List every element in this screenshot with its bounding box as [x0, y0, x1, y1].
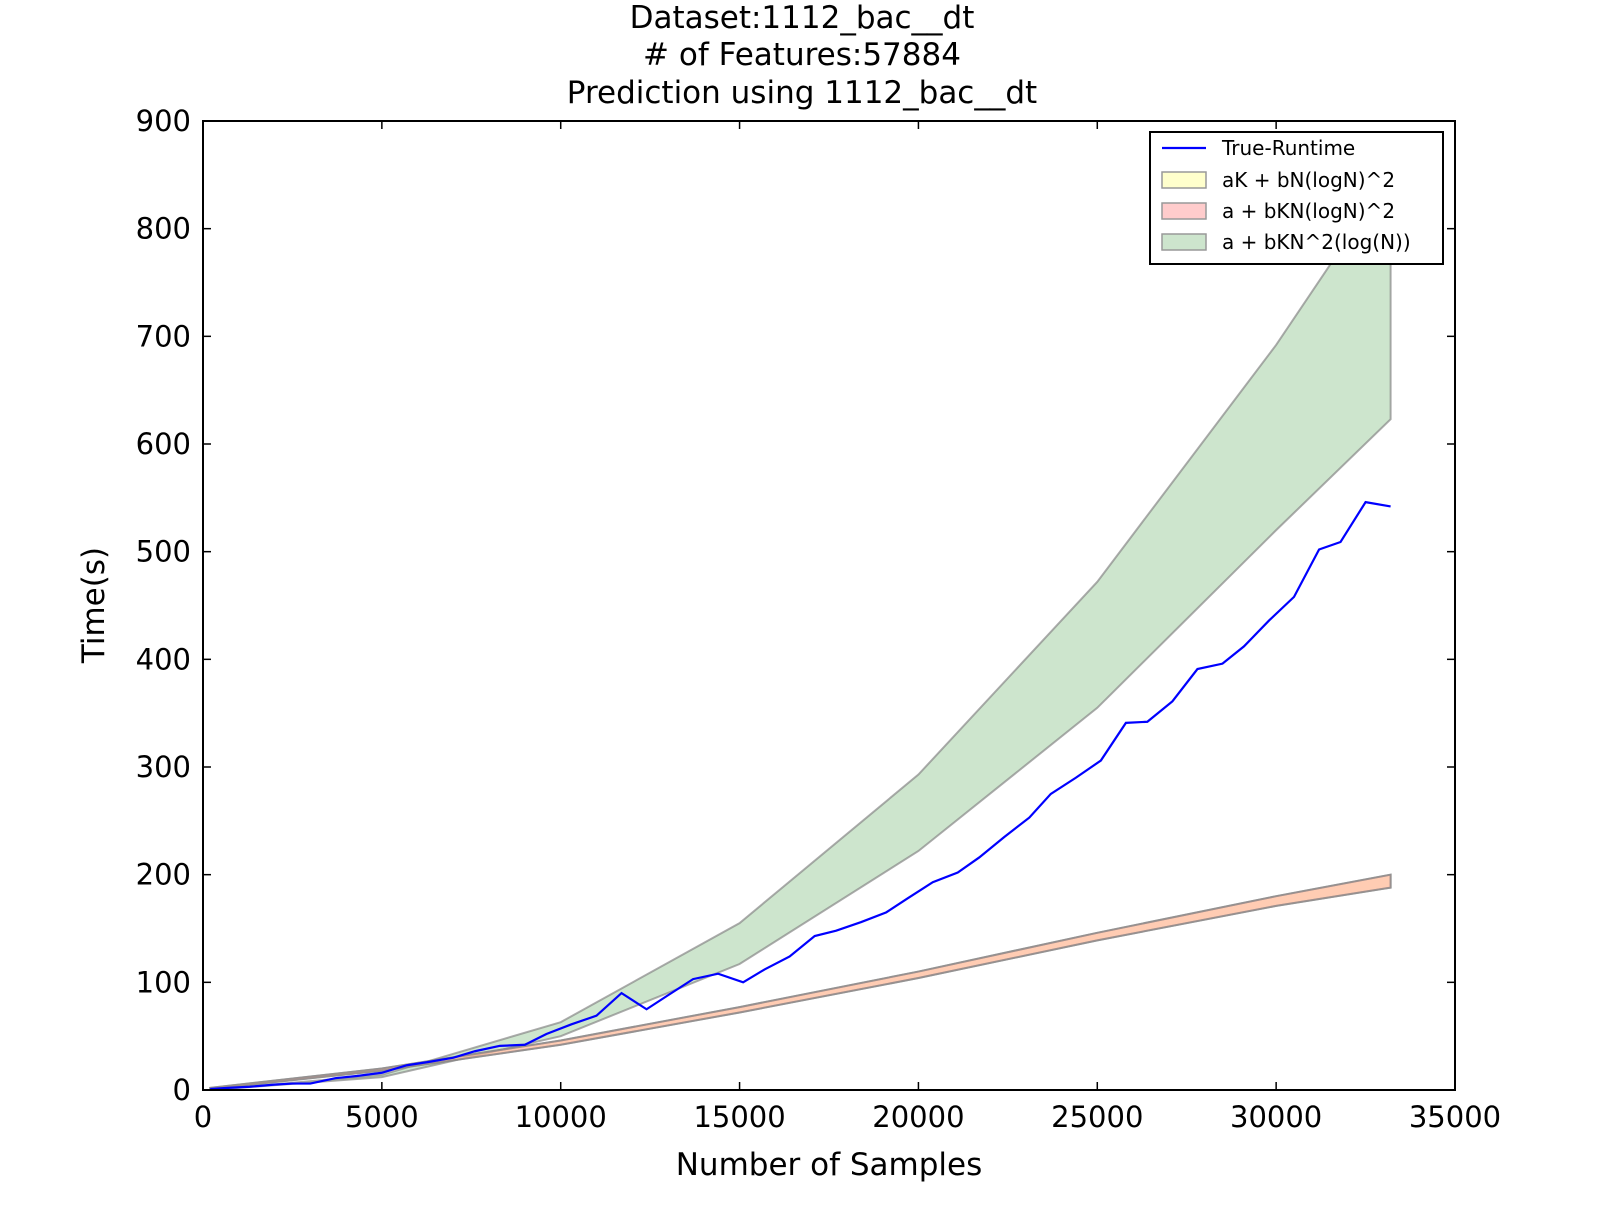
x-axis-ticks: 0 5000 10000 15000 20000 25000 30000 35000	[194, 121, 1501, 1134]
legend-swatch-3	[1161, 233, 1207, 251]
x-tick-label: 10000	[515, 1100, 607, 1134]
x-tick-label: 5000	[345, 1100, 419, 1134]
y-tick-label: 400	[136, 642, 191, 676]
bands-layer	[209, 171, 1392, 1090]
legend-label-0: True-Runtime	[1221, 136, 1355, 160]
plot-frame	[202, 120, 1456, 1091]
legend-label-3: a + bKN^2(log(N))	[1222, 230, 1411, 254]
title-line-2: # of Features:57884	[643, 37, 961, 73]
legend: True-Runtime aK + bN(logN)^2 a + bKN(logN)…	[1149, 131, 1444, 265]
title-line-1: Dataset:1112_bac__dt	[630, 0, 975, 36]
title-line-3: Prediction using 1112_bac__dt	[567, 75, 1037, 111]
x-tick-label: 20000	[872, 1100, 964, 1134]
y-tick-label: 700	[136, 319, 191, 353]
band-a-bkn2-logn	[210, 171, 1392, 1090]
legend-swatch-2	[1161, 202, 1207, 220]
x-tick-label: 0	[194, 1100, 212, 1134]
y-tick-label: 100	[136, 965, 191, 999]
y-tick-label: 0	[173, 1073, 191, 1107]
legend-label-1: aK + bN(logN)^2	[1222, 168, 1395, 192]
x-axis-label: Number of Samples	[676, 1147, 983, 1183]
legend-label-2: a + bKN(logN)^2	[1222, 199, 1395, 223]
y-tick-label: 900	[136, 104, 191, 138]
x-tick-label: 15000	[693, 1100, 785, 1134]
chart-title: Dataset:1112_bac__dt # of Features:57884…	[567, 0, 1037, 111]
y-tick-label: 200	[136, 858, 191, 892]
line-true-runtime	[210, 500, 1391, 1090]
y-tick-label: 500	[136, 535, 191, 569]
band-a-bkn-logn2	[209, 873, 1392, 1090]
lines-layer	[210, 500, 1391, 1090]
y-axis-ticks: 0 100 200 300 400 500 600 700 800 900	[136, 104, 1455, 1107]
x-tick-label: 35000	[1409, 1100, 1501, 1134]
x-tick-label: 25000	[1051, 1100, 1143, 1134]
y-tick-label: 300	[136, 750, 191, 784]
x-tick-label: 30000	[1230, 1100, 1322, 1134]
legend-swatch-1	[1161, 171, 1207, 189]
y-tick-label: 800	[136, 212, 191, 246]
y-tick-label: 600	[136, 427, 191, 461]
y-axis-label: Time(s)	[76, 547, 112, 664]
